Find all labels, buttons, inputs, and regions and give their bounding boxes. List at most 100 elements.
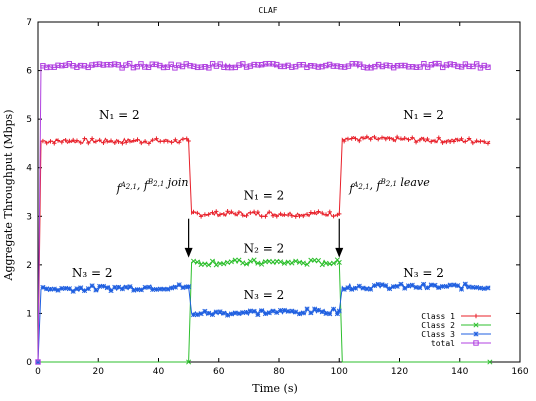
data-point: [387, 286, 393, 292]
data-point: [217, 61, 223, 67]
data-point: [112, 284, 118, 290]
data-point: [225, 209, 230, 214]
data-point: [59, 139, 65, 145]
data-point: [35, 359, 41, 365]
data-point: [40, 63, 46, 69]
annotation-label: N₁ = 2: [244, 188, 285, 202]
data-point: [81, 63, 88, 69]
data-point: [55, 62, 61, 69]
data-point: [296, 259, 303, 265]
data-point: [266, 310, 272, 316]
data-point: [232, 257, 238, 263]
data-point: [259, 308, 265, 314]
legend-label: Class 2: [421, 321, 455, 330]
data-point: [270, 259, 276, 265]
data-point: [198, 64, 205, 70]
data-point: [153, 286, 160, 293]
data-point: [421, 136, 426, 142]
x-tick-label: 100: [331, 367, 348, 377]
data-point: [315, 307, 321, 313]
legend-marker: [473, 331, 479, 337]
annotation-label: N₁ = 2: [403, 108, 444, 122]
x-tick-label: 0: [35, 367, 41, 377]
data-point: [387, 136, 392, 141]
data-point: [214, 209, 219, 214]
data-point: [119, 65, 125, 71]
data-point: [55, 287, 61, 293]
legend-item: Class 2: [421, 321, 491, 330]
legend-marker: [473, 313, 479, 319]
data-point: [421, 61, 427, 67]
data-point: [485, 285, 491, 291]
data-point: [176, 140, 182, 145]
data-point: [108, 138, 114, 143]
data-point: [466, 136, 472, 141]
data-point: [278, 211, 283, 217]
data-point: [169, 285, 175, 291]
data-point: [413, 139, 419, 145]
data-point: [142, 139, 148, 144]
data-point: [165, 286, 171, 292]
data-point: [255, 312, 261, 318]
data-point: [161, 139, 167, 144]
x-tick-label: 40: [153, 367, 165, 377]
data-point: [62, 62, 69, 68]
data-point: [444, 139, 449, 145]
data-point: [206, 262, 212, 268]
data-point: [474, 138, 479, 144]
data-point: [150, 286, 156, 293]
data-point: [187, 62, 193, 69]
data-point: [173, 137, 178, 142]
x-tick-label: 120: [391, 367, 408, 377]
event-label-suffix: join: [165, 176, 189, 189]
data-point: [405, 283, 412, 289]
data-point: [323, 212, 329, 217]
data-point: [432, 60, 438, 67]
data-point: [67, 138, 72, 144]
data-point: [360, 285, 366, 291]
data-point: [116, 139, 121, 144]
data-point: [402, 62, 408, 69]
data-point: [481, 139, 487, 145]
data-point: [458, 64, 465, 70]
data-point: [100, 62, 106, 68]
data-point: [236, 210, 242, 215]
legend-marker: [473, 322, 479, 328]
data-point: [337, 211, 342, 217]
data-point: [186, 359, 192, 365]
data-point: [70, 288, 76, 294]
data-point: [157, 286, 163, 292]
data-point: [258, 62, 265, 68]
data-point: [436, 60, 442, 67]
data-point: [161, 286, 167, 292]
data-point: [334, 311, 340, 317]
data-point: [289, 64, 295, 70]
data-point: [164, 64, 171, 70]
data-point: [111, 61, 118, 67]
data-point: [139, 140, 144, 146]
data-point: [149, 61, 155, 67]
data-point: [383, 136, 388, 142]
data-point: [138, 61, 144, 67]
data-point: [473, 61, 480, 67]
data-point: [451, 139, 457, 144]
data-point: [221, 310, 227, 316]
data-point: [146, 284, 152, 290]
event-arrow-head: [184, 247, 193, 258]
event-label: fA2,1, fB2,1 leave: [348, 176, 430, 195]
data-point: [376, 136, 381, 142]
data-point: [154, 136, 159, 141]
data-point: [330, 63, 337, 69]
data-point: [270, 213, 276, 218]
data-point: [119, 286, 125, 292]
data-point: [263, 214, 268, 219]
data-point: [345, 285, 351, 291]
data-point: [105, 139, 110, 144]
data-point: [274, 309, 280, 316]
data-point: [341, 138, 347, 144]
data-point: [428, 62, 435, 68]
data-point: [123, 140, 129, 145]
data-point: [417, 64, 423, 70]
data-point: [315, 64, 321, 70]
data-point: [240, 212, 245, 218]
